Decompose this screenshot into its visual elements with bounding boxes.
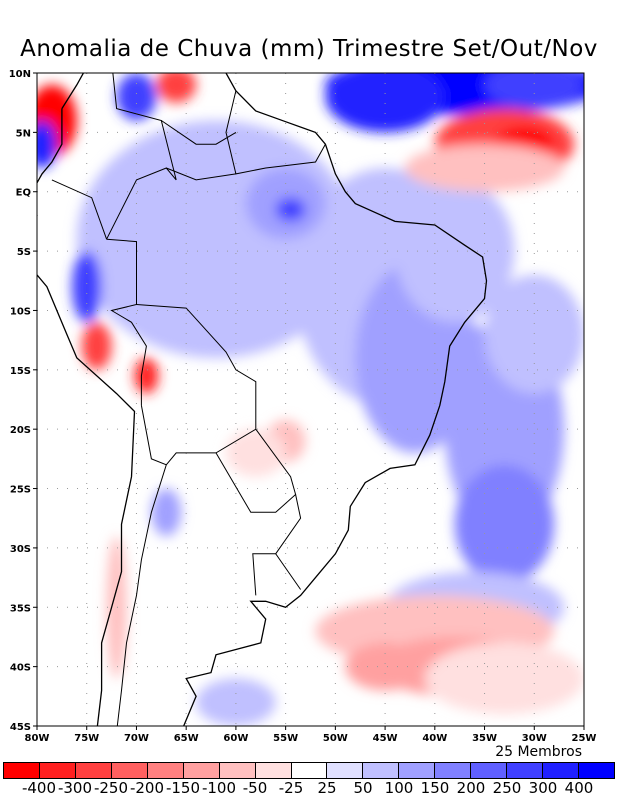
border-line bbox=[106, 238, 147, 406]
lat-tick-label: 5N bbox=[16, 128, 31, 139]
anomaly-region bbox=[424, 642, 584, 715]
legend-label: -100 bbox=[201, 779, 237, 797]
legend-swatch bbox=[363, 763, 400, 778]
lon-tick-label: 40W bbox=[422, 733, 447, 744]
anomaly-region bbox=[454, 464, 555, 584]
lat-tick-label: 10N bbox=[9, 69, 31, 80]
coastline bbox=[37, 73, 488, 726]
legend-swatch bbox=[435, 763, 472, 778]
border-line bbox=[225, 90, 326, 175]
anomaly-region bbox=[225, 429, 286, 477]
anomaly-region bbox=[196, 678, 276, 726]
lon-tick-label: 35W bbox=[472, 733, 497, 744]
legend-label: 250 bbox=[492, 779, 522, 797]
legend-swatch bbox=[4, 763, 40, 778]
map-frame bbox=[36, 72, 585, 727]
country-borders bbox=[51, 73, 326, 726]
map-title: Anomalia de Chuva (mm) Trimestre Set/Out… bbox=[20, 36, 598, 62]
legend-label: -300 bbox=[57, 779, 93, 797]
border-line bbox=[51, 179, 108, 240]
legend-label: 150 bbox=[420, 779, 450, 797]
legend-swatch bbox=[507, 763, 544, 778]
anomaly-map: 10N 5N EQ 5S 10S 15S 20S 25S 30S 35S 40S 45S 80W 75W… bbox=[9, 69, 597, 744]
legend-swatch bbox=[579, 763, 614, 778]
border-line bbox=[161, 120, 237, 145]
legend-swatch bbox=[147, 763, 184, 778]
anomaly-region bbox=[484, 274, 584, 394]
anomaly-region bbox=[325, 73, 445, 133]
border-line bbox=[215, 428, 297, 513]
legend-swatch bbox=[183, 763, 220, 778]
members-note: 25 Membros bbox=[495, 744, 582, 760]
legend-swatch bbox=[327, 763, 364, 778]
anomaly-region bbox=[345, 642, 425, 691]
lat-tick-label: 15S bbox=[10, 366, 31, 377]
anomaly-region bbox=[81, 322, 112, 370]
legend-swatch bbox=[399, 763, 436, 778]
legend-swatch bbox=[111, 763, 148, 778]
legend-label: -400 bbox=[21, 779, 57, 797]
anomaly-region bbox=[424, 322, 505, 442]
legend-label: -25 bbox=[278, 779, 304, 797]
lat-tick-label: 45S bbox=[10, 722, 31, 733]
lon-tick-label: 55W bbox=[273, 733, 298, 744]
border-line bbox=[166, 167, 236, 181]
anomaly-region bbox=[484, 73, 584, 109]
color-legend bbox=[3, 762, 615, 779]
legend-label: 200 bbox=[456, 779, 486, 797]
legend-swatch bbox=[219, 763, 256, 778]
anomaly-region bbox=[71, 251, 102, 323]
border-line bbox=[116, 405, 167, 726]
lat-tick-label: 10S bbox=[10, 306, 31, 317]
legend-swatch bbox=[543, 763, 579, 778]
lat-tick-label: 25S bbox=[10, 485, 31, 496]
legend-swatch bbox=[75, 763, 112, 778]
legend-label: 300 bbox=[528, 779, 558, 797]
lat-tick-label: 30S bbox=[10, 544, 31, 555]
lat-tick-label: 35S bbox=[10, 603, 31, 614]
legend-swatch bbox=[291, 763, 328, 778]
lon-tick-label: 45W bbox=[373, 733, 398, 744]
anomaly-region bbox=[156, 73, 197, 103]
legend-swatch bbox=[471, 763, 508, 778]
legend-swatch bbox=[255, 763, 292, 778]
lon-tick-label: 80W bbox=[25, 733, 50, 744]
legend-label: 50 bbox=[353, 779, 373, 797]
border-line bbox=[275, 494, 302, 590]
legend-swatch bbox=[39, 763, 76, 778]
anomaly-region bbox=[151, 488, 182, 537]
lon-tick-label: 70W bbox=[124, 733, 149, 744]
anomaly-region bbox=[404, 144, 565, 192]
legend-label: -50 bbox=[242, 779, 268, 797]
lat-tick-label: 40S bbox=[10, 663, 31, 674]
legend-label: -250 bbox=[93, 779, 129, 797]
anomaly-region bbox=[134, 357, 159, 394]
legend-labels: -400 -300 -250 -200 -150 -100 -50 -25 25 50 100 150… bbox=[0, 779, 618, 799]
anomaly-region bbox=[275, 197, 306, 222]
legend-label: 100 bbox=[384, 779, 414, 797]
legend-label: -200 bbox=[129, 779, 165, 797]
legend-label: 400 bbox=[564, 779, 594, 797]
anomaly-shading bbox=[37, 73, 584, 726]
border-line bbox=[252, 553, 276, 596]
lon-tick-label: 60W bbox=[223, 733, 248, 744]
lon-tick-label: 75W bbox=[74, 733, 99, 744]
lon-tick-label: 30W bbox=[522, 733, 547, 744]
lon-tick-label: 65W bbox=[174, 733, 199, 744]
anomaly-region bbox=[395, 179, 515, 323]
border-line bbox=[106, 73, 177, 240]
lat-tick-label: EQ bbox=[16, 188, 31, 199]
anomaly-region bbox=[37, 120, 57, 168]
lon-tick-label: 25W bbox=[572, 733, 597, 744]
anomaly-region bbox=[116, 73, 157, 121]
lon-tick-label: 50W bbox=[323, 733, 348, 744]
border-line bbox=[136, 304, 257, 466]
legend-label: -150 bbox=[165, 779, 201, 797]
lat-tick-label: 5S bbox=[17, 247, 31, 258]
anomaly-region bbox=[106, 536, 127, 679]
legend-label: 25 bbox=[317, 779, 337, 797]
lat-tick-label: 20S bbox=[10, 425, 31, 436]
